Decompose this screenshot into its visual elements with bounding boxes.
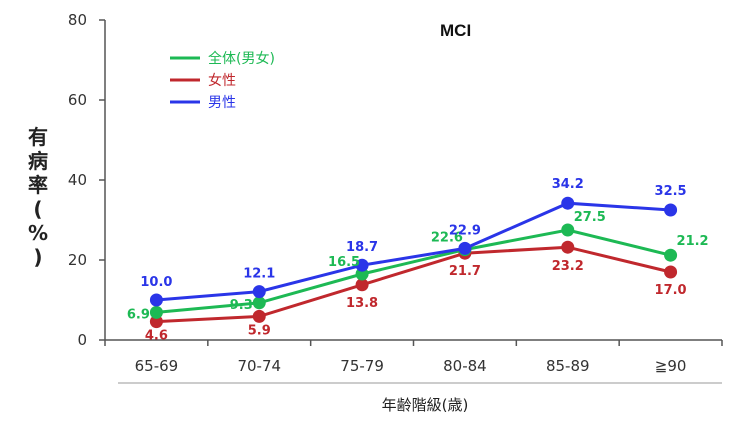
series-layer [149,196,678,329]
data-label: 12.1 [243,267,275,282]
data-label: 18.7 [346,240,378,255]
data-point [664,248,678,262]
y-tick-label: 40 [68,171,87,189]
data-label: 5.9 [248,323,271,338]
data-label: 13.8 [346,296,378,311]
x-tick-label: 80-84 [443,357,487,375]
series-line [156,201,671,302]
data-point [561,240,575,254]
data-label: 22.9 [449,223,481,238]
data-label: 6.9 [127,307,150,322]
data-point [252,285,266,299]
data-point [252,309,266,323]
data-label: 17.0 [655,283,687,298]
data-point [355,258,369,272]
x-axis-label: 年齢階級(歳) [382,396,469,414]
data-label: 21.7 [449,264,481,279]
data-label: 27.5 [574,210,606,225]
data-label: 32.5 [655,184,687,199]
data-labels: 6.9 9.3 16.5 22.6 27.5 21.2 4.6 5.9 13.8 21.7 23.2… [127,177,709,343]
data-point [149,305,163,319]
data-point [561,223,575,237]
y-axis-label: 有病率(%) [28,125,48,269]
legend-entry: 男性 [208,95,236,111]
y-tick-label: 0 [77,331,87,349]
y-tick-label: 80 [68,11,87,29]
data-point [664,265,678,279]
x-tick-label: 75-79 [340,357,384,375]
axes: 0 20 40 60 80 65-69 70-74 75-79 80-84 85-89 ≧90 [68,11,723,384]
data-point [355,278,369,292]
data-label: 34.2 [552,177,584,192]
y-tick-label: 60 [68,91,87,109]
data-point [664,203,678,217]
legend-entry: 全体(男女) [208,50,275,67]
legend-entry: 女性 [208,72,236,89]
data-label: 21.2 [677,234,709,249]
data-label: 22.6 [431,231,463,246]
y-tick-label: 20 [68,251,87,269]
x-tick-label: 65-69 [135,357,179,375]
series-line [156,245,671,324]
data-label: 4.6 [145,329,168,344]
data-label: 23.2 [552,259,584,274]
x-tick-label: 85-89 [546,357,590,375]
data-point [149,315,163,329]
series-line [156,228,671,314]
data-point [458,241,472,255]
data-point [252,296,266,310]
data-label: 10.0 [140,275,172,290]
x-tick-label: 70-74 [237,357,281,375]
data-label: 16.5 [328,255,360,270]
data-point [149,293,163,307]
data-label: 9.3 [230,298,253,313]
data-point [561,196,575,210]
x-tick-label: ≧90 [655,357,687,375]
chart-title: MCI [440,21,471,40]
